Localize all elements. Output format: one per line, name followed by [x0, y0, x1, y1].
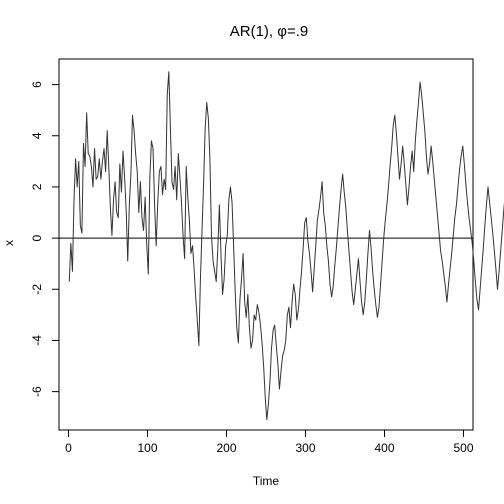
chart-title: AR(1), φ=.9: [230, 23, 309, 40]
x-tick-label-5: 500: [454, 441, 474, 455]
y-axis-label: x: [2, 240, 16, 246]
y-tick-label-0: -6: [30, 386, 44, 397]
y-tick-label-4: 2: [30, 183, 44, 190]
x-tick-label-2: 200: [216, 441, 236, 455]
x-axis-label: Time: [253, 474, 280, 488]
y-tick-label-2: -2: [30, 284, 44, 295]
plot-area: 0 100 200 300 400 500 -6 -4 -2 0 2 4 6: [30, 58, 504, 455]
series-line-0: [68, 71, 504, 421]
y-tick-label-6: 6: [30, 81, 44, 88]
y-tick-label-3: 0: [30, 234, 44, 241]
y-tick-label-1: -4: [30, 335, 44, 346]
plot-frame: [58, 58, 474, 431]
y-tick-label-5: 4: [30, 132, 44, 139]
x-tick-label-0: 0: [65, 441, 72, 455]
x-tick-label-1: 100: [137, 441, 157, 455]
x-tick-label-4: 400: [374, 441, 394, 455]
x-tick-label-3: 300: [295, 441, 315, 455]
